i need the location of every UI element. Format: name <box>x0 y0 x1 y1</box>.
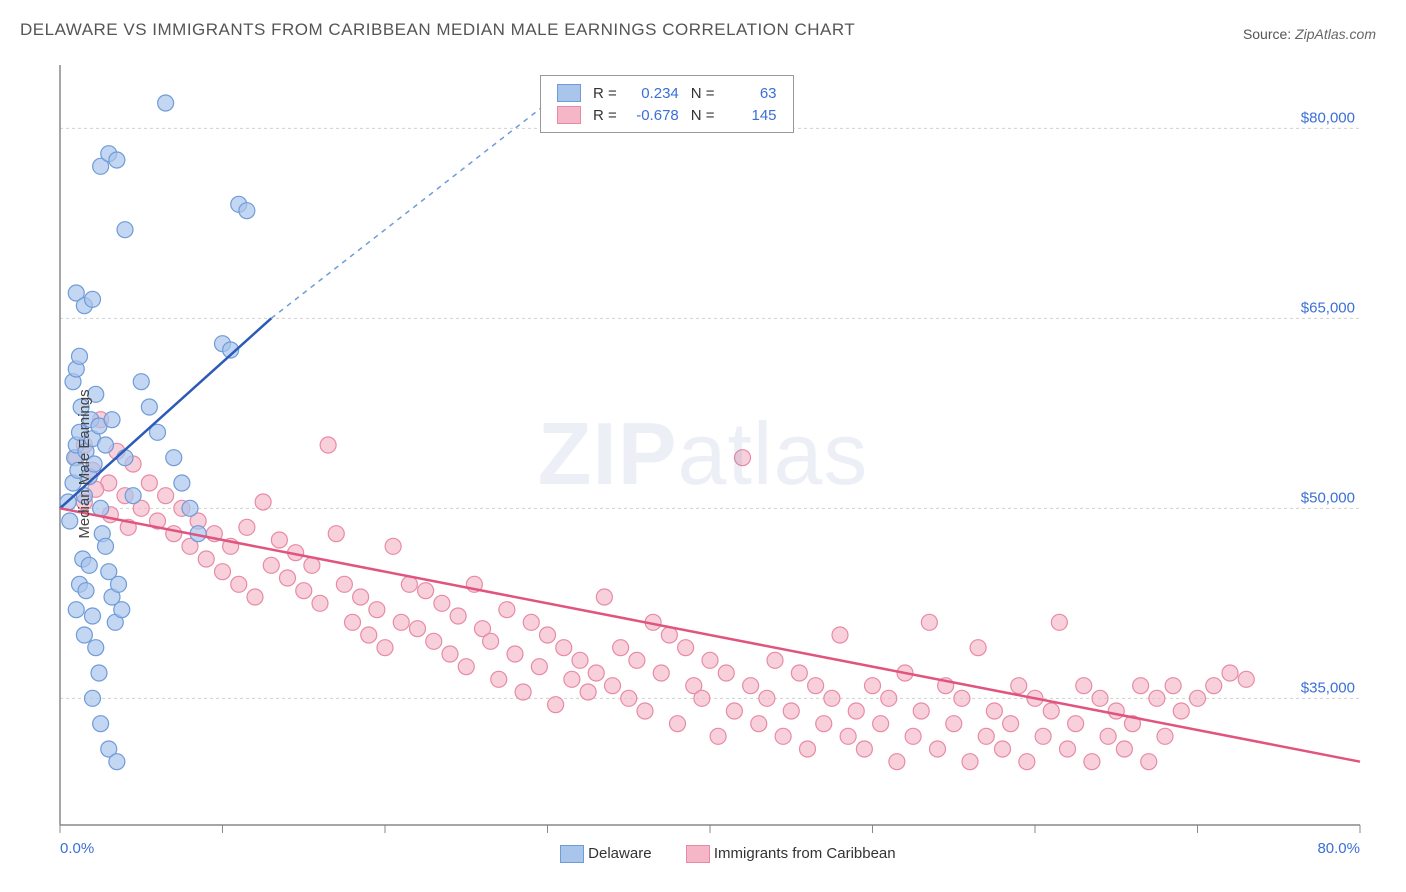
svg-text:$50,000: $50,000 <box>1301 489 1355 506</box>
r-delaware: 0.234 <box>623 82 685 104</box>
legend-row-delaware: R =0.234 N =63 <box>551 82 783 104</box>
series-legend: Delaware Immigrants from Caribbean <box>560 845 926 863</box>
legend-label-delaware: Delaware <box>588 845 651 862</box>
n-caribbean: 145 <box>721 104 783 126</box>
r-caribbean: -0.678 <box>623 104 685 126</box>
svg-text:$80,000: $80,000 <box>1301 109 1355 126</box>
swatch-caribbean <box>557 106 581 124</box>
n-delaware: 63 <box>721 82 783 104</box>
swatch-delaware <box>557 84 581 102</box>
source-credit: Source: ZipAtlas.com <box>1243 26 1376 42</box>
source-value: ZipAtlas.com <box>1295 26 1376 42</box>
source-label: Source: <box>1243 26 1291 42</box>
legend-row-caribbean: R =-0.678 N =145 <box>551 104 783 126</box>
svg-text:$65,000: $65,000 <box>1301 299 1355 316</box>
scatter-plot: $35,000 $50,000 $65,000 $80,000 0.0% 80.0% <box>20 55 1380 875</box>
legend-item-delaware: Delaware <box>560 845 652 863</box>
correlation-legend: R =0.234 N =63 R =-0.678 N =145 <box>540 75 794 133</box>
legend-label-caribbean: Immigrants from Caribbean <box>714 845 896 862</box>
svg-text:80.0%: 80.0% <box>1317 840 1360 857</box>
chart-container: Median Male Earnings ZIPatlas $35,000$50… <box>20 55 1386 872</box>
y-axis-label: Median Male Earnings <box>76 389 93 538</box>
chart-title: DELAWARE VS IMMIGRANTS FROM CARIBBEAN ME… <box>20 20 855 40</box>
svg-text:0.0%: 0.0% <box>60 840 94 857</box>
svg-text:$35,000: $35,000 <box>1301 679 1355 696</box>
swatch-caribbean-icon <box>686 845 710 863</box>
legend-item-caribbean: Immigrants from Caribbean <box>686 845 896 863</box>
swatch-delaware-icon <box>560 845 584 863</box>
